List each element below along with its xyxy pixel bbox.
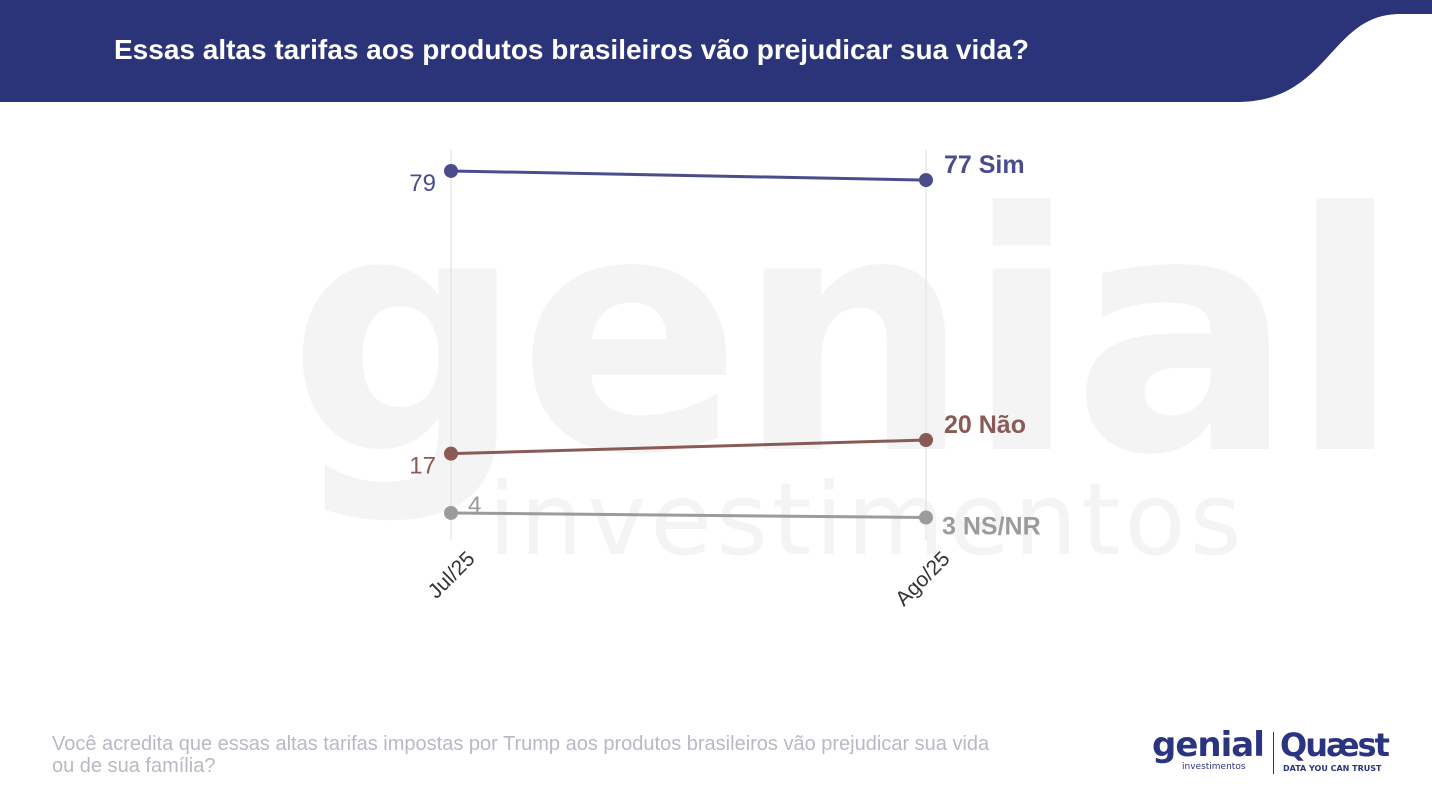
page-title: Essas altas tarifas aos produtos brasile…: [114, 34, 1030, 65]
quaest-logo-sub: DATA YOU CAN TRUST: [1283, 764, 1382, 773]
data-point-n-o-0: [444, 446, 458, 461]
end-label-ns-nr: 3 NS/NR: [942, 513, 1041, 541]
quaest-logo: Quæst: [1280, 726, 1390, 764]
line-chart: 79 77 Sim 17 20 Não 4 3 NS/NR Jul/25 Ago/25: [409, 150, 1041, 611]
watermark-word: genial: [288, 143, 1402, 527]
data-point-ns-nr-1: [919, 510, 933, 525]
genial-watermark: genial investimentos: [288, 170, 1402, 570]
series-line-ns-nr: [450, 511, 927, 520]
genial-logo-sub: investimentos: [1182, 762, 1246, 772]
genial-logo: genial: [1152, 725, 1265, 765]
data-point-sim-0: [444, 163, 458, 178]
question-footnote: Você acredita que essas altas tarifas im…: [52, 733, 990, 777]
logos: genial investimentos Quæst DATA YOU CAN …: [1152, 728, 1392, 778]
logo-divider: [1273, 732, 1274, 774]
watermark-subword: investimentos: [488, 461, 1246, 578]
data-point-ns-nr-0: [444, 505, 458, 520]
start-label-ns-nr: 4: [468, 492, 481, 519]
series-line-sim: [450, 169, 927, 182]
data-point-sim-1: [919, 173, 933, 188]
header-banner: Essas altas tarifas aos produtos brasile…: [0, 0, 1432, 104]
header-shape: [0, 0, 1432, 102]
x-tick-label-1: Ago/25: [891, 547, 954, 610]
start-label-sim: 79: [409, 170, 436, 197]
series-line-n-o: [450, 438, 927, 456]
end-label-sim: 77 Sim: [944, 151, 1025, 179]
x-tick-label-0: Jul/25: [424, 547, 480, 603]
start-label-n-o: 17: [409, 453, 436, 480]
end-label-n-o: 20 Não: [944, 411, 1026, 439]
data-point-n-o-1: [919, 433, 933, 447]
